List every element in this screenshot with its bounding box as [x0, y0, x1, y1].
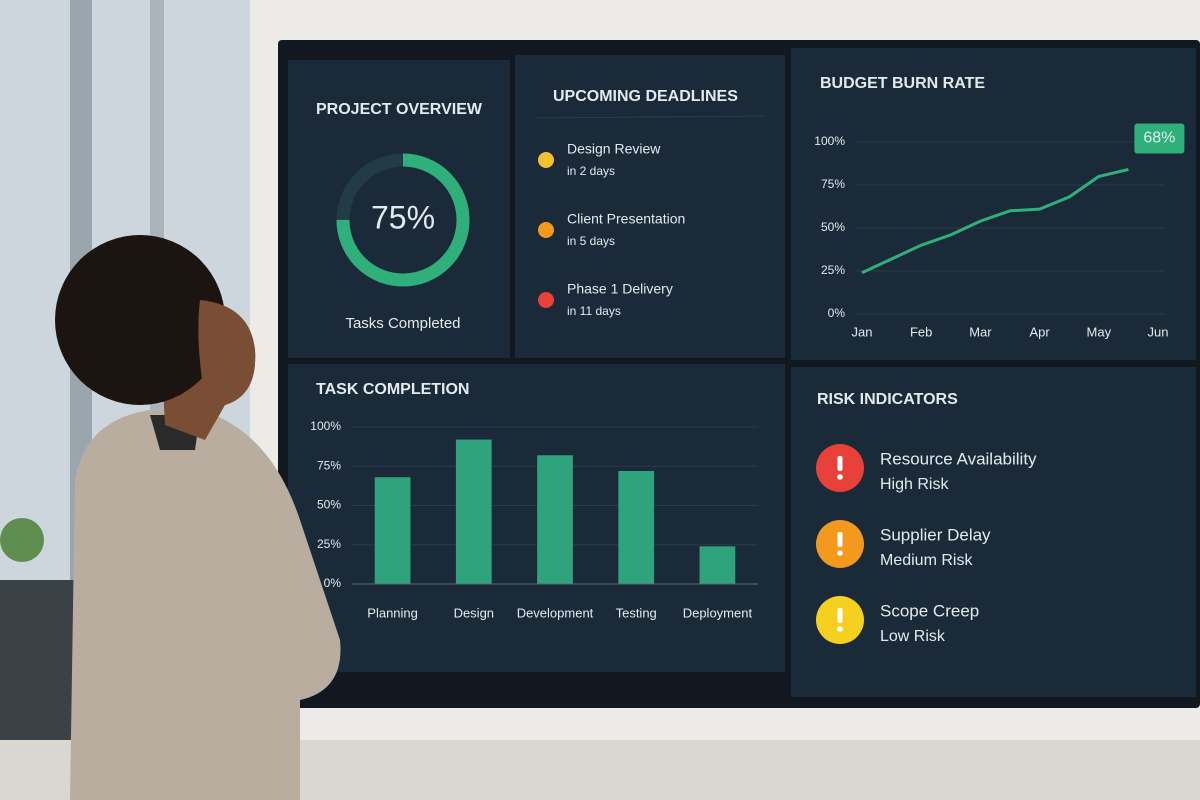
risk-icon-bang: [837, 608, 843, 623]
x-tick-label: Deployment: [683, 605, 753, 620]
panel-title: UPCOMING DEADLINES: [553, 88, 738, 105]
panel: [791, 48, 1196, 360]
y-tick-label: 100%: [310, 419, 341, 433]
hair: [55, 235, 225, 405]
face: [198, 300, 256, 405]
risk-name: Resource Availability: [880, 449, 1037, 468]
x-tick-label: Development: [517, 605, 594, 620]
panel: [515, 55, 785, 358]
deadline-name: Design Review: [567, 141, 661, 157]
risk-icon-dot: [837, 626, 843, 632]
progress-arc: [336, 153, 470, 287]
risk-name: Supplier Delay: [880, 525, 991, 544]
x-tick-label: Feb: [910, 324, 932, 339]
panel: [288, 364, 785, 672]
deadline-due: in 5 days: [567, 234, 615, 248]
x-tick-label: Apr: [1029, 324, 1050, 339]
status-dot: [538, 222, 554, 238]
bar: [699, 546, 736, 584]
y-tick-label: 75%: [821, 177, 845, 191]
risk-level: Low Risk: [880, 628, 946, 645]
y-tick-label: 75%: [317, 458, 341, 472]
risk-icon-bang: [837, 456, 843, 471]
risk-icon-dot: [837, 474, 843, 480]
annotation-box: [1134, 123, 1185, 154]
progress-caption: Tasks Completed: [345, 315, 460, 332]
annotation: 68%: [1143, 130, 1175, 147]
plant: [0, 518, 44, 562]
panel-title: PROJECT OVERVIEW: [316, 101, 483, 118]
status-dot: [538, 152, 554, 168]
y-tick-label: 100%: [814, 134, 845, 148]
bar: [537, 455, 573, 584]
x-tick-label: May: [1087, 324, 1112, 339]
status-dot: [538, 292, 554, 308]
x-tick-label: Jan: [852, 324, 873, 339]
bar: [374, 477, 411, 584]
y-tick-label: 25%: [317, 537, 341, 551]
line: [861, 168, 1129, 275]
y-tick-label: 50%: [821, 220, 845, 234]
person: [55, 235, 341, 800]
y-tick-label: 0%: [828, 306, 846, 320]
risk-level: Medium Risk: [880, 552, 973, 569]
risk-level: High Risk: [880, 476, 949, 493]
bar: [618, 470, 655, 584]
x-tick-label: Planning: [367, 605, 418, 620]
progress-value: 75%: [371, 199, 435, 235]
risk-icon-dot: [837, 550, 843, 556]
y-tick-label: 0%: [324, 576, 342, 590]
chart-title: BUDGET BURN RATE: [820, 75, 985, 92]
panel-title: RISK INDICATORS: [817, 391, 958, 408]
risk-name: Scope Creep: [880, 601, 979, 620]
deadline-due: in 2 days: [567, 164, 615, 178]
y-tick-label: 50%: [317, 498, 341, 512]
jacket: [70, 410, 341, 800]
x-tick-label: Jun: [1148, 324, 1169, 339]
bar: [455, 439, 492, 584]
deadline-name: Client Presentation: [567, 211, 685, 227]
deadline-due: in 11 days: [567, 304, 621, 318]
x-tick-label: Testing: [616, 605, 657, 620]
deadline-name: Phase 1 Delivery: [567, 281, 673, 297]
x-tick-label: Design: [454, 605, 494, 620]
divider: [534, 115, 766, 119]
panel: [288, 60, 510, 358]
dashboard: PROJECT OVERVIEW 75% Tasks Completed UPCOMI…: [310, 75, 1185, 645]
chart-title: TASK COMPLETION: [316, 381, 469, 398]
risk-icon-bang: [837, 532, 843, 547]
x-tick-label: Mar: [969, 324, 992, 339]
y-tick-label: 25%: [821, 263, 845, 277]
